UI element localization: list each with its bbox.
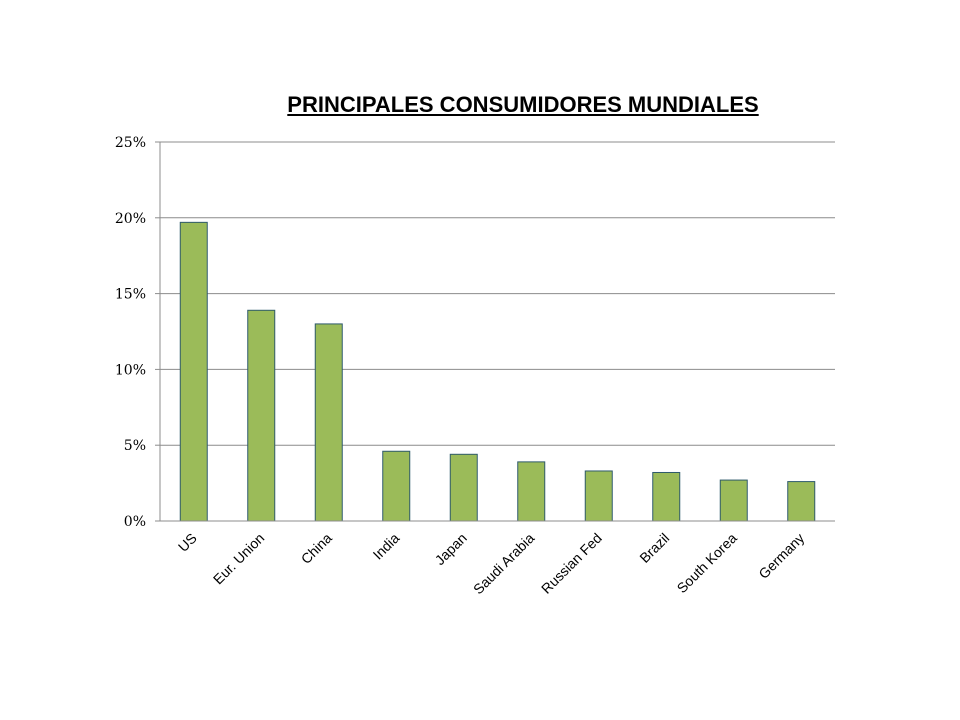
bar-japan xyxy=(449,453,478,522)
x-tick-label: China xyxy=(298,530,335,567)
bar-south-korea xyxy=(719,479,748,522)
bars xyxy=(179,221,816,522)
y-tick-label: 5% xyxy=(124,438,146,454)
bar-brazil xyxy=(652,471,681,522)
bar-russian-fed xyxy=(584,470,613,522)
bar-saudi-arabia xyxy=(517,461,546,522)
bar-us xyxy=(179,221,208,522)
bar-india xyxy=(382,450,411,522)
x-tick-label: Russian Fed xyxy=(538,530,605,597)
x-tick-label: India xyxy=(370,530,403,563)
x-tick-label: South Korea xyxy=(674,530,741,597)
x-tick-label: Eur. Union xyxy=(210,530,268,588)
bar-china xyxy=(314,323,343,522)
chart-title: PRINCIPALES CONSUMIDORES MUNDIALES xyxy=(287,92,759,117)
x-tick-label: Brazil xyxy=(636,530,672,566)
bar-germany xyxy=(787,481,816,522)
y-tick-label: 10% xyxy=(115,362,146,378)
y-tick-labels: 0% 5% 10% 15% 20% 25% xyxy=(115,135,146,530)
x-tick-labels: US Eur. Union China India Japan Saudi Arabia R… xyxy=(175,530,808,598)
x-tick-label: Japan xyxy=(432,530,470,568)
x-tick-label: Germany xyxy=(755,530,807,582)
x-tick-label: Saudi Arabia xyxy=(470,530,538,598)
y-tick-label: 20% xyxy=(115,211,146,227)
x-tick-label: US xyxy=(175,530,200,555)
axes xyxy=(155,141,835,522)
y-tick-label: 25% xyxy=(115,135,146,151)
y-tick-label: 0% xyxy=(124,514,146,530)
y-tick-label: 15% xyxy=(115,287,146,303)
bar-eur-union xyxy=(247,309,276,522)
